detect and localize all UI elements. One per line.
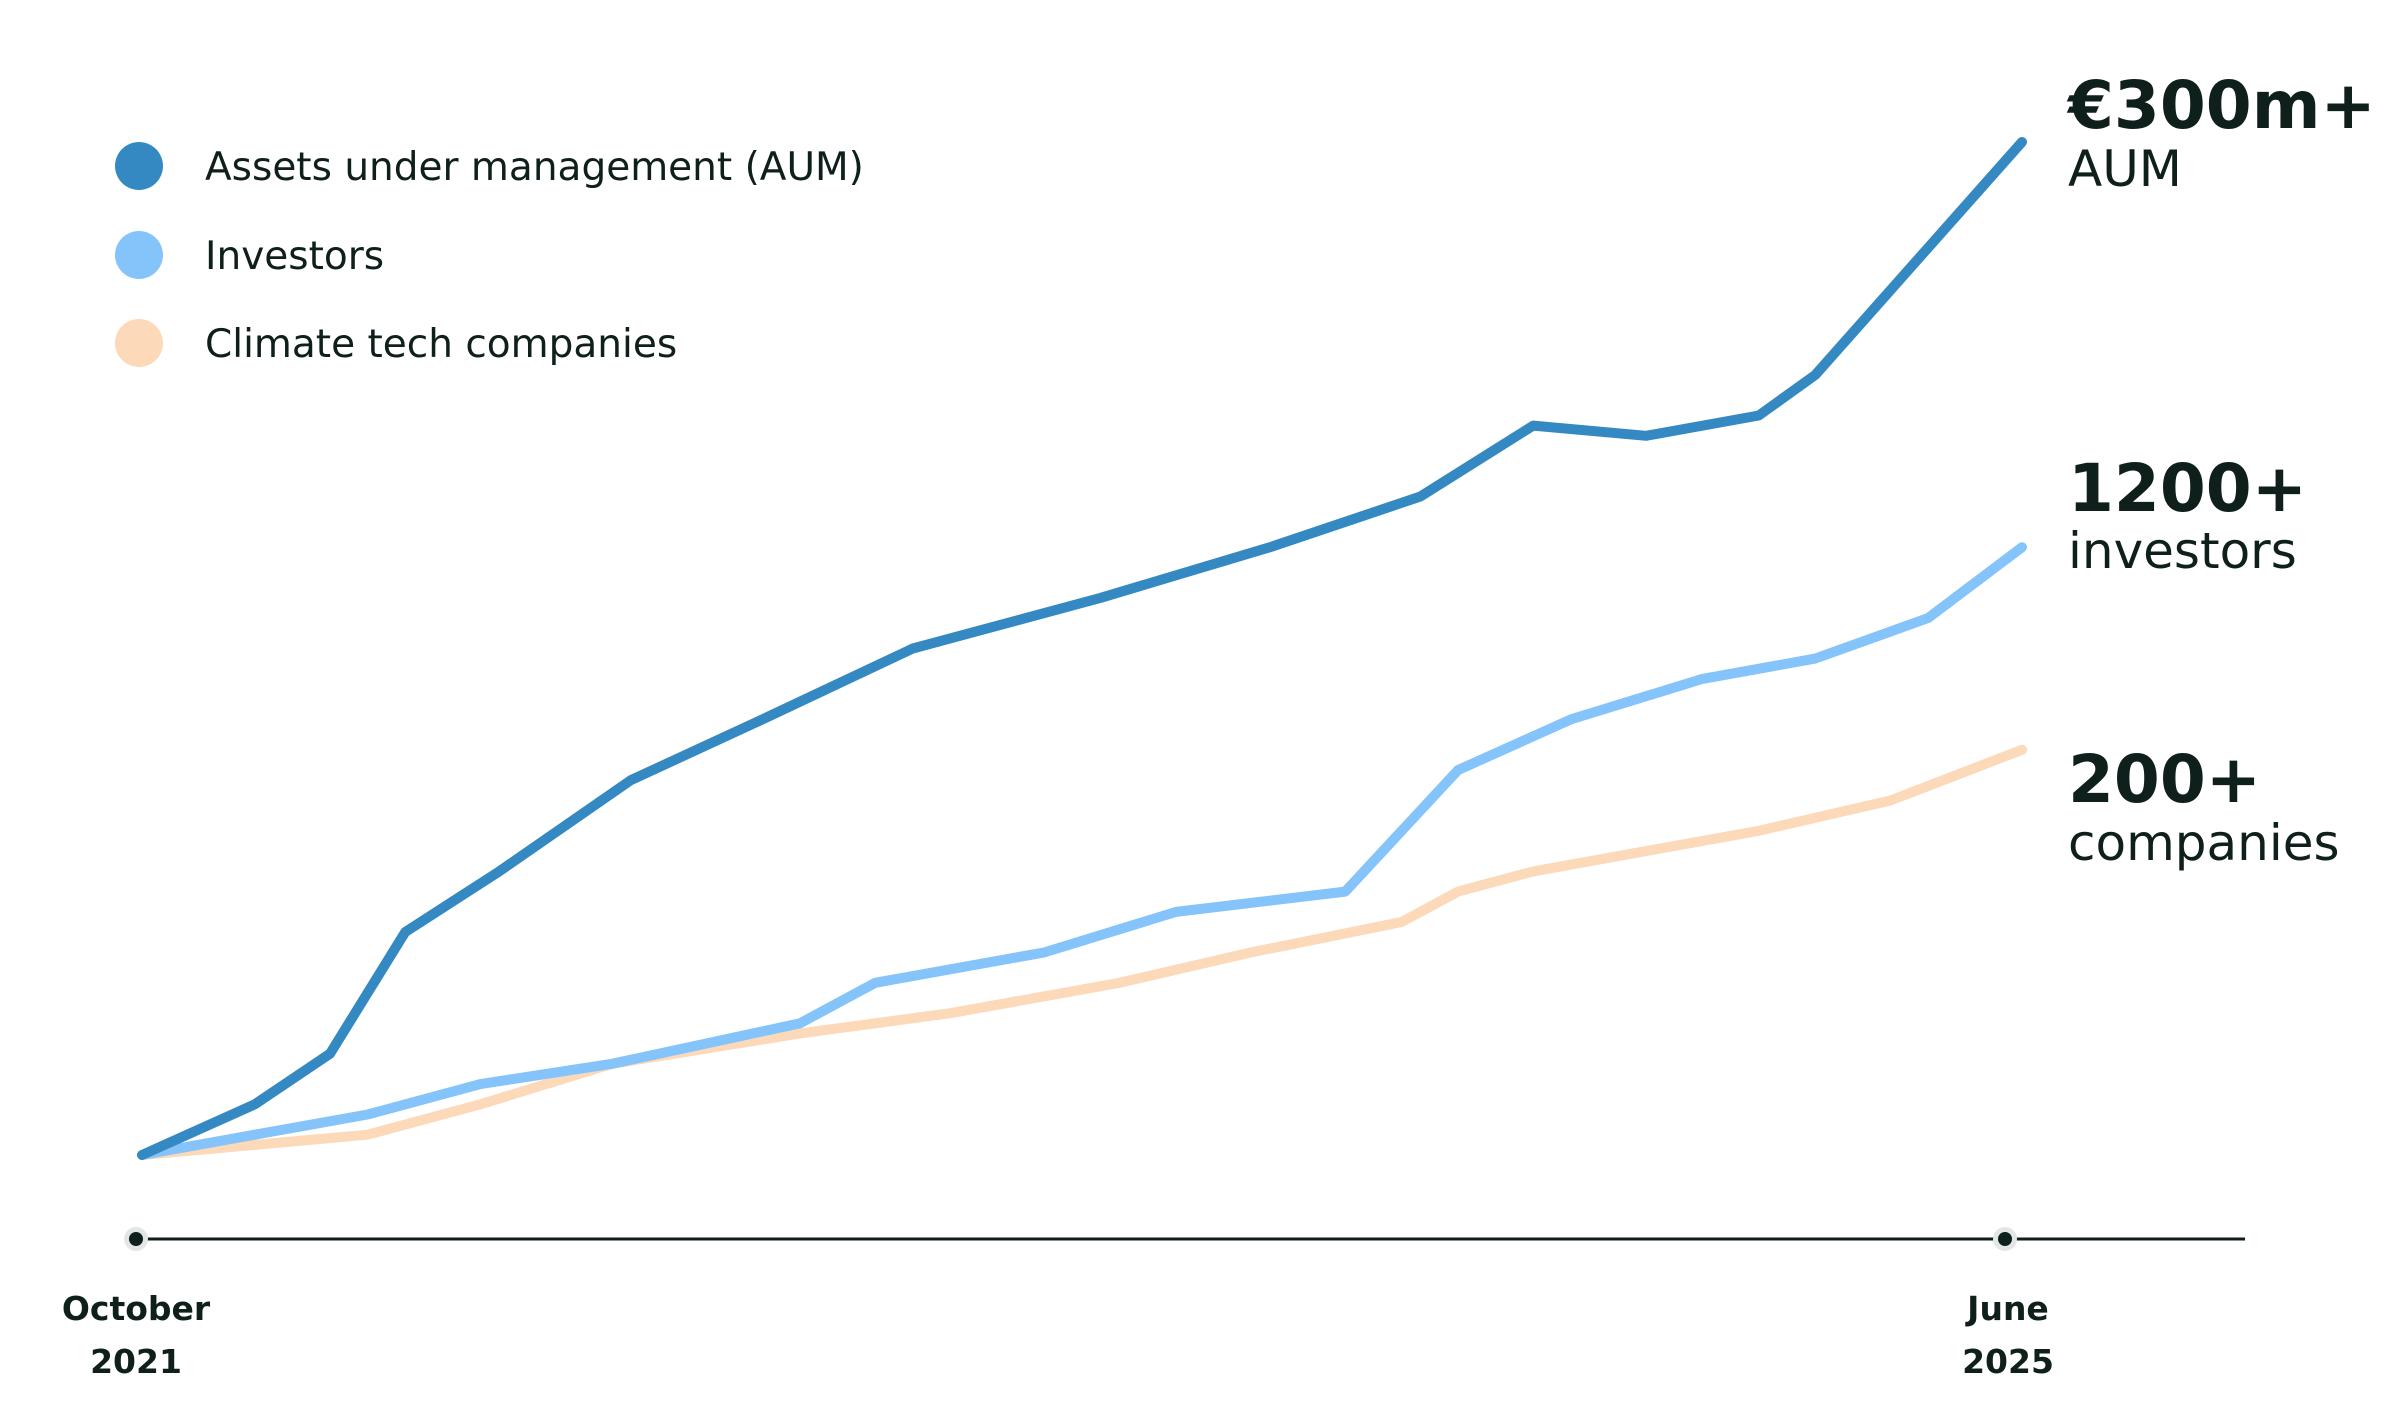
end-unit-investors: investors <box>2068 522 2297 580</box>
legend-marker-investors <box>115 231 163 279</box>
series-line-companies <box>137 744 2027 1160</box>
legend: Assets under management (AUM) Investors … <box>115 142 864 367</box>
legend-marker-aum <box>115 142 163 190</box>
legend-label-aum: Assets under management (AUM) <box>205 145 864 190</box>
legend-label-companies: Climate tech companies <box>205 322 677 367</box>
end-unit-companies: companies <box>2068 814 2340 872</box>
series-line-aum <box>137 137 2027 1160</box>
timeline-end-dot <box>1998 1232 2012 1246</box>
series-line-investors <box>137 542 2027 1160</box>
x-tick-start-month: October <box>62 1289 211 1328</box>
end-annotations: €300m+ AUM 1200+ investors 200+ companie… <box>2066 67 2376 872</box>
legend-label-investors: Investors <box>205 234 384 279</box>
x-tick-end-month: June <box>1965 1289 2049 1328</box>
end-value-companies: 200+ <box>2068 741 2261 818</box>
x-tick-start-year: 2021 <box>90 1342 182 1381</box>
timeline-start-dot <box>129 1232 143 1246</box>
legend-marker-companies <box>115 319 163 367</box>
x-tick-end-year: 2025 <box>1962 1342 2054 1381</box>
x-axis: October 2021 June 2025 <box>62 1227 2245 1381</box>
end-unit-aum: AUM <box>2068 140 2182 198</box>
end-value-investors: 1200+ <box>2068 450 2307 527</box>
end-value-aum: €300m+ <box>2066 67 2376 144</box>
